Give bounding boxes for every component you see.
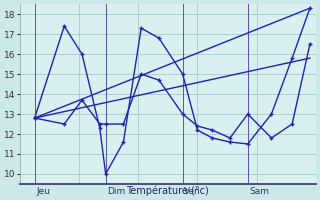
Text: Jeu: Jeu (36, 187, 50, 196)
Text: Sam: Sam (249, 187, 269, 196)
Text: Ven: Ven (184, 187, 201, 196)
Text: Dim: Dim (107, 187, 125, 196)
X-axis label: Température (°c): Température (°c) (126, 185, 209, 196)
